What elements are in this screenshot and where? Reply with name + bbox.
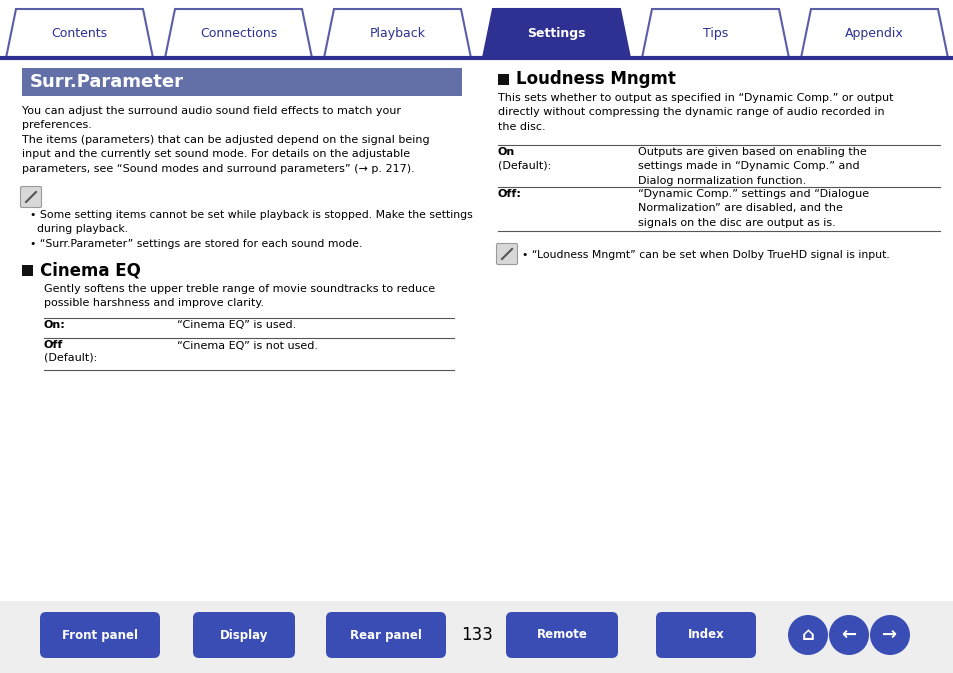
Bar: [0, 601, 953, 673]
Text: (Default):: (Default):: [44, 353, 97, 363]
Text: Rear panel: Rear panel: [350, 629, 421, 641]
FancyBboxPatch shape: [193, 612, 294, 658]
Bar: [22, 68, 461, 96]
Text: Appendix: Appendix: [844, 27, 902, 40]
Polygon shape: [165, 9, 312, 58]
Text: This sets whether to output as specified in “Dynamic Comp.” or output
directly w: This sets whether to output as specified…: [497, 93, 893, 132]
FancyBboxPatch shape: [326, 612, 446, 658]
Bar: [497, 74, 509, 85]
Circle shape: [787, 615, 827, 655]
Text: Remote: Remote: [536, 629, 587, 641]
Text: ←: ←: [841, 626, 856, 644]
Text: “Cinema EQ” is not used.: “Cinema EQ” is not used.: [177, 341, 317, 351]
Text: Gently softens the upper treble range of movie soundtracks to reduce
possible ha: Gently softens the upper treble range of…: [44, 284, 435, 308]
Text: 133: 133: [460, 626, 493, 644]
Circle shape: [869, 615, 909, 655]
Text: Loudness Mngmt: Loudness Mngmt: [516, 71, 675, 89]
Polygon shape: [801, 9, 947, 58]
Text: Playback: Playback: [369, 27, 425, 40]
FancyBboxPatch shape: [40, 612, 160, 658]
FancyBboxPatch shape: [496, 244, 517, 264]
FancyBboxPatch shape: [20, 186, 42, 207]
Text: Connections: Connections: [200, 27, 276, 40]
Text: Front panel: Front panel: [62, 629, 138, 641]
Text: On:: On:: [44, 320, 66, 330]
Text: “Cinema EQ” is used.: “Cinema EQ” is used.: [177, 320, 296, 330]
Text: “Dynamic Comp.” settings and “Dialogue
Normalization” are disabled, and the
sign: “Dynamic Comp.” settings and “Dialogue N…: [638, 189, 868, 227]
Text: Index: Index: [687, 629, 723, 641]
FancyBboxPatch shape: [656, 612, 755, 658]
Text: • “Loudness Mngmt” can be set when Dolby TrueHD signal is input.: • “Loudness Mngmt” can be set when Dolby…: [521, 250, 889, 260]
Text: ⌂: ⌂: [801, 626, 814, 644]
Text: You can adjust the surround audio sound field effects to match your
preferences.: You can adjust the surround audio sound …: [22, 106, 429, 174]
Text: Outputs are given based on enabling the
settings made in “Dynamic Comp.” and
Dia: Outputs are given based on enabling the …: [638, 147, 866, 186]
Text: On: On: [497, 147, 515, 157]
Circle shape: [828, 615, 868, 655]
Text: • Some setting items cannot be set while playback is stopped. Make the settings
: • Some setting items cannot be set while…: [30, 210, 473, 249]
Text: Cinema EQ: Cinema EQ: [40, 262, 141, 279]
Polygon shape: [482, 9, 629, 58]
Polygon shape: [324, 9, 471, 58]
Text: Display: Display: [219, 629, 268, 641]
Bar: [22, 265, 33, 276]
Text: Off:: Off:: [497, 189, 521, 199]
Polygon shape: [6, 9, 152, 58]
Text: Contents: Contents: [51, 27, 108, 40]
Text: →: →: [882, 626, 897, 644]
FancyBboxPatch shape: [505, 612, 618, 658]
Text: Surr.Parameter: Surr.Parameter: [30, 73, 184, 91]
Text: Settings: Settings: [527, 27, 585, 40]
Text: (Default):: (Default):: [497, 160, 551, 170]
Text: Off: Off: [44, 340, 63, 350]
Text: Tips: Tips: [702, 27, 727, 40]
Polygon shape: [641, 9, 788, 58]
